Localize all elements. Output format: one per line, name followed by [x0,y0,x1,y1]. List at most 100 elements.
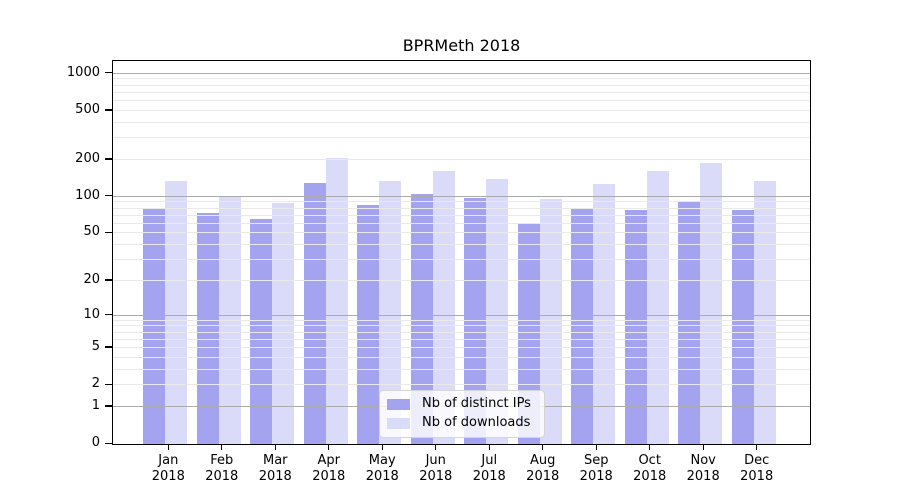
x-tick-label-jan: Jan 2018 [151,453,185,484]
legend-row-distinct-ips: Nb of distinct IPs [387,396,536,412]
y-tick-0 [105,442,112,444]
minor-gridline-500 [113,109,810,111]
y-tick-1 [105,405,112,407]
bar-downloads-mar [272,203,295,444]
x-tick-mar [274,444,276,450]
x-tick-label-jun: Jun 2018 [419,453,453,484]
bar-downloads-jan [165,180,188,444]
x-tick-jul [488,444,490,450]
y-tick-label-200: 200 [75,150,100,166]
bar-downloads-sep [593,184,616,444]
bar-ips-aug [517,222,540,444]
bar-ips-jun [410,193,433,444]
x-tick-label-oct: Oct 2018 [633,453,667,484]
distinct-ips-swatch [387,398,410,410]
y-tick-20 [105,279,112,281]
minor-gridline-30 [113,259,810,261]
y-tick-label-50: 50 [83,224,100,240]
bar-downloads-apr [325,157,348,444]
y-tick-1000 [105,72,112,74]
y-tick-500 [105,109,112,111]
minor-gridline-50 [113,232,810,234]
legend-label-distinct-ips: Nb of distinct IPs [422,396,531,411]
minor-gridline-6 [113,338,810,340]
x-tick-label-jul: Jul 2018 [472,453,506,484]
minor-gridline-300 [113,137,810,139]
legend-row-downloads: Nb of downloads [387,415,536,431]
bar-downloads-dec [753,180,776,444]
x-tick-label-aug: Aug 2018 [526,453,560,484]
minor-gridline-90 [113,201,810,203]
bar-ips-nov [678,201,701,444]
y-tick-label-20: 20 [83,271,100,287]
minor-gridline-800 [113,84,810,86]
minor-gridline-3 [113,368,810,370]
y-tick-5 [105,346,112,348]
downloads-swatch [387,417,410,429]
y-tick-50 [105,231,112,234]
bar-ips-oct [624,210,647,444]
x-tick-apr [328,444,330,450]
x-tick-label-sep: Sep 2018 [579,453,613,484]
y-tick-label-5: 5 [91,339,100,355]
legend: Nb of distinct IPs Nb of downloads [379,390,545,438]
bar-ips-dec [731,210,754,444]
bar-downloads-nov [700,162,723,444]
minor-gridline-8 [113,325,810,327]
bar-downloads-jul [486,179,509,444]
x-tick-jan [167,444,169,450]
x-tick-aug [542,444,544,450]
x-tick-label-apr: Apr 2018 [312,453,346,484]
y-tick-10 [105,313,112,316]
legend-label-downloads: Nb of downloads [422,415,531,430]
bar-ips-may [357,205,380,444]
bar-downloads-jun [432,170,455,444]
minor-gridline-70 [113,214,810,216]
x-tick-jun [435,444,437,450]
chart-title: BPRMeth 2018 [402,36,521,55]
x-tick-label-dec: Dec 2018 [740,453,774,484]
y-tick-label-100: 100 [75,187,100,203]
minor-gridline-900 [113,78,810,80]
minor-gridline-20 [113,279,810,281]
minor-gridline-600 [113,100,810,102]
minor-gridline-700 [113,91,810,93]
minor-gridline-5 [113,347,810,349]
x-tick-oct [649,444,651,450]
bar-downloads-oct [646,171,669,444]
y-tick-label-2: 2 [91,376,100,392]
bar-downloads-may [379,181,402,444]
minor-gridline-40 [113,244,810,246]
major-gridline-10 [113,314,810,316]
y-tick-label-0: 0 [91,435,100,451]
y-tick-200 [105,158,112,160]
x-tick-may [381,444,383,450]
y-tick-label-10: 10 [83,306,100,322]
x-tick-nov [702,444,704,450]
x-tick-label-may: May 2018 [365,453,399,484]
y-tick-label-1000: 1000 [66,64,100,80]
plot-area [112,60,811,445]
minor-gridline-400 [113,121,810,123]
minor-gridline-9 [113,319,810,321]
x-tick-dec [755,444,758,450]
x-tick-feb [221,444,223,450]
minor-gridline-80 [113,207,810,209]
minor-gridline-7 [113,331,810,333]
x-tick-label-feb: Feb 2018 [205,453,239,484]
bar-ips-mar [250,219,273,444]
minor-gridline-60 [113,222,810,224]
y-tick-label-1: 1 [91,398,100,414]
x-tick-sep [595,444,597,450]
y-tick-2 [105,383,112,386]
y-tick-label-500: 500 [75,101,100,117]
bar-ips-apr [303,183,326,444]
bar-ips-feb [196,213,219,444]
x-tick-label-nov: Nov 2018 [686,453,720,484]
bar-downloads-aug [539,199,562,444]
y-tick-100 [105,195,112,197]
minor-gridline-4 [113,356,810,358]
major-gridline-100 [113,195,810,197]
minor-gridline-2 [113,384,810,386]
